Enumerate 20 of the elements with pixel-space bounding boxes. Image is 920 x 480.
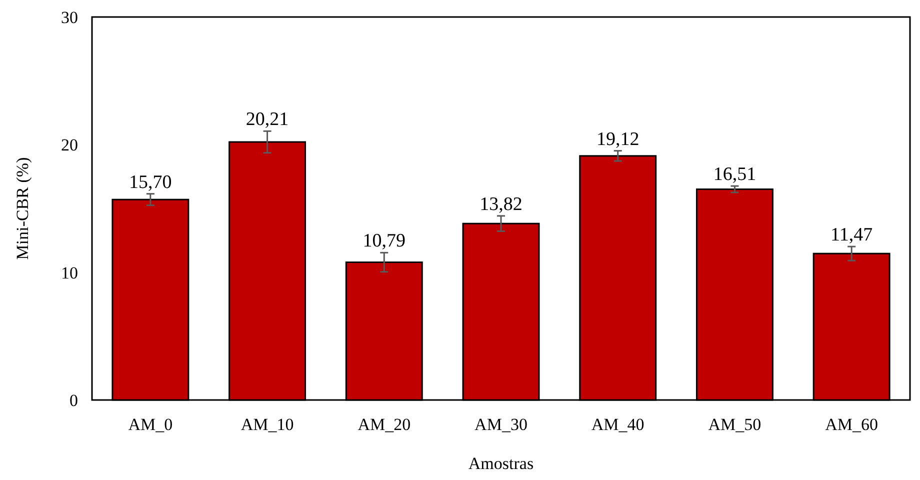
y-tick-label: 0 [70, 390, 78, 410]
data-label: 15,70 [129, 172, 172, 193]
y-tick-label: 30 [61, 8, 78, 27]
y-tick-label: 10 [61, 263, 78, 282]
x-tick-label: AM_30 [474, 415, 528, 434]
data-label: 16,51 [713, 164, 756, 186]
data-label: 19,12 [596, 128, 640, 150]
x-tick-label: AM_10 [240, 415, 294, 434]
x-tick-label: AM_40 [591, 415, 644, 434]
data-label: 20,21 [246, 109, 289, 130]
data-label: 10,79 [362, 230, 406, 252]
data-label: 13,82 [480, 194, 522, 215]
x-tick-label: AM_50 [708, 415, 762, 434]
data-label: 11,47 [830, 224, 873, 246]
x-tick-label: AM_20 [358, 415, 411, 434]
x-axis-title: Amostras [468, 454, 534, 473]
y-tick-label: 20 [61, 136, 78, 155]
x-tick-label: AM_60 [825, 415, 878, 434]
x-tick-label: AM_0 [128, 415, 173, 434]
y-axis-title: Mini-CBR (%) [13, 157, 32, 260]
